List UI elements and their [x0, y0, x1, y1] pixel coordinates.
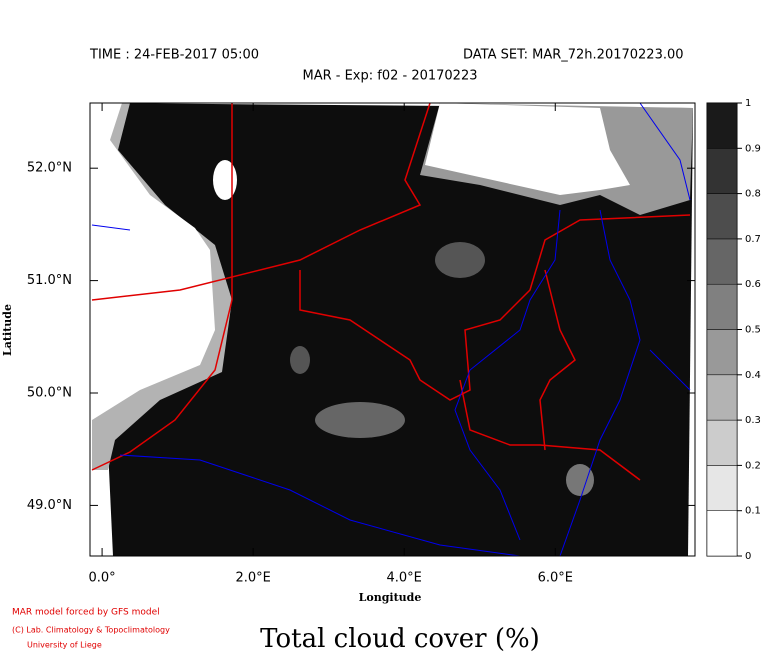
y-label: Latitude	[1, 304, 14, 356]
colorbar-swatch	[706, 283, 738, 330]
title: Total cloud cover (%)	[260, 624, 540, 654]
credit: (C) Lab. Climatology & Topoclimatology	[12, 626, 170, 635]
x-tick-label: 4.0°E	[387, 571, 422, 586]
rivers	[91, 102, 691, 557]
map-field	[92, 103, 693, 556]
colorbar-label: 0.3	[745, 415, 761, 426]
colorbar-swatch	[706, 510, 738, 557]
x-tick-label: 6.0°E	[538, 571, 573, 586]
colorbar-label: 0.2	[745, 460, 761, 471]
colorbar-label: 0.6	[745, 279, 761, 290]
credit: MAR model forced by GFS model	[12, 608, 160, 618]
y-tick-label: 50.0°N	[27, 386, 72, 401]
colorbar-swatch	[706, 148, 738, 194]
colorbar-swatch	[706, 419, 738, 466]
colorbar-label: 0.4	[745, 370, 761, 381]
colorbar-label: 0.1	[745, 506, 761, 517]
colorbar-label: 0.9	[745, 143, 761, 154]
colorbar-label: 0	[745, 551, 751, 562]
colorbar-swatch	[706, 329, 738, 376]
colorbar-label: 0.8	[745, 189, 761, 200]
x-tick-label: 2.0°E	[235, 571, 270, 586]
colorbar-swatch	[706, 374, 738, 421]
colorbar-label: 1	[745, 98, 751, 109]
time: TIME : 24-FEB-2017 05:00	[89, 48, 259, 63]
y-tick-label: 51.0°N	[27, 273, 72, 288]
y-tick-label: 49.0°N	[27, 498, 72, 513]
map-frame	[89, 102, 696, 557]
x-label: Longitude	[359, 591, 422, 604]
dataset: DATA SET: MAR_72h.20170223.00	[463, 48, 684, 63]
colorbar-swatch	[706, 193, 738, 240]
colorbar-label: 0.7	[745, 234, 761, 245]
x-tick-label: 0.0°	[88, 571, 115, 586]
colorbar-swatch	[706, 102, 738, 149]
colorbar-label: 0.5	[745, 325, 761, 336]
y-tick-label: 52.0°N	[27, 161, 72, 176]
colorbar-swatch	[706, 465, 738, 511]
colorbar-swatch	[706, 238, 738, 285]
credit: University of Liege	[27, 641, 102, 650]
subtitle: MAR - Exp: f02 - 20170223	[302, 69, 477, 84]
